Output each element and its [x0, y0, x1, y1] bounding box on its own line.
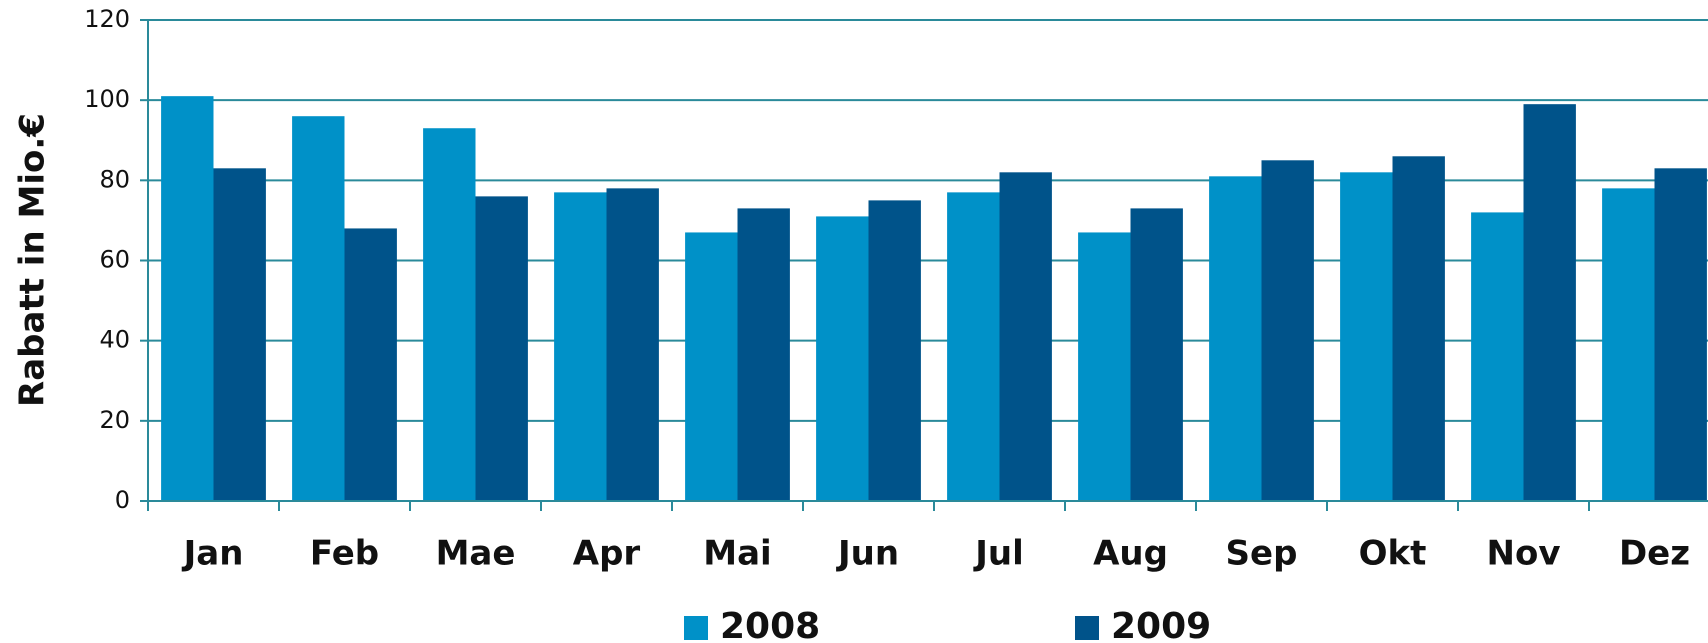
bar: [606, 188, 659, 501]
y-tick-label: 60: [99, 246, 130, 274]
bar: [737, 208, 790, 501]
bar: [1130, 208, 1183, 501]
bar: [423, 128, 476, 501]
legend-label: 2009: [1111, 606, 1211, 643]
y-tick-label: 100: [84, 85, 130, 113]
legend-label: 2008: [720, 606, 820, 643]
bar: [475, 196, 528, 501]
x-tick-label: Mae: [436, 534, 516, 574]
x-tick-label: Feb: [310, 534, 379, 574]
x-tick-label: Mai: [703, 534, 771, 574]
x-tick-label: Dez: [1619, 534, 1690, 574]
y-axis-label: Rabatt in Mio.€: [13, 113, 53, 407]
bar: [1654, 168, 1707, 501]
y-tick-label: 80: [99, 165, 130, 193]
x-tick-label: Jul: [973, 534, 1024, 574]
bar: [685, 232, 738, 502]
x-tick-label: Nov: [1487, 534, 1561, 574]
bar: [947, 192, 1000, 501]
y-tick-label: 40: [99, 326, 130, 354]
y-tick-label: 0: [115, 486, 130, 514]
bar: [1602, 188, 1655, 501]
legend-swatch: [1075, 616, 1099, 640]
bar: [999, 172, 1052, 502]
bar: [344, 228, 397, 501]
y-tick-label: 20: [99, 406, 130, 434]
legend-swatch: [684, 616, 708, 640]
y-tick-label: 120: [84, 5, 130, 33]
x-tick-label: Aug: [1093, 534, 1168, 574]
bar: [1392, 156, 1445, 502]
bar: [816, 216, 869, 502]
bar: [161, 96, 214, 502]
bar: [1261, 160, 1314, 501]
x-tick-label: Jun: [836, 534, 899, 574]
x-tick-label: Sep: [1226, 534, 1298, 574]
x-tick-label: Jan: [182, 534, 244, 574]
bar: [554, 192, 607, 501]
bar: [1523, 104, 1576, 502]
bar: [1340, 172, 1393, 502]
bar: [1209, 176, 1262, 501]
x-tick-label: Apr: [573, 534, 641, 574]
bar: [213, 168, 266, 501]
bar: [1471, 212, 1524, 501]
x-tick-label: Okt: [1359, 534, 1427, 574]
bar: [868, 200, 921, 501]
bar: [1078, 232, 1131, 502]
bar: [292, 116, 345, 501]
